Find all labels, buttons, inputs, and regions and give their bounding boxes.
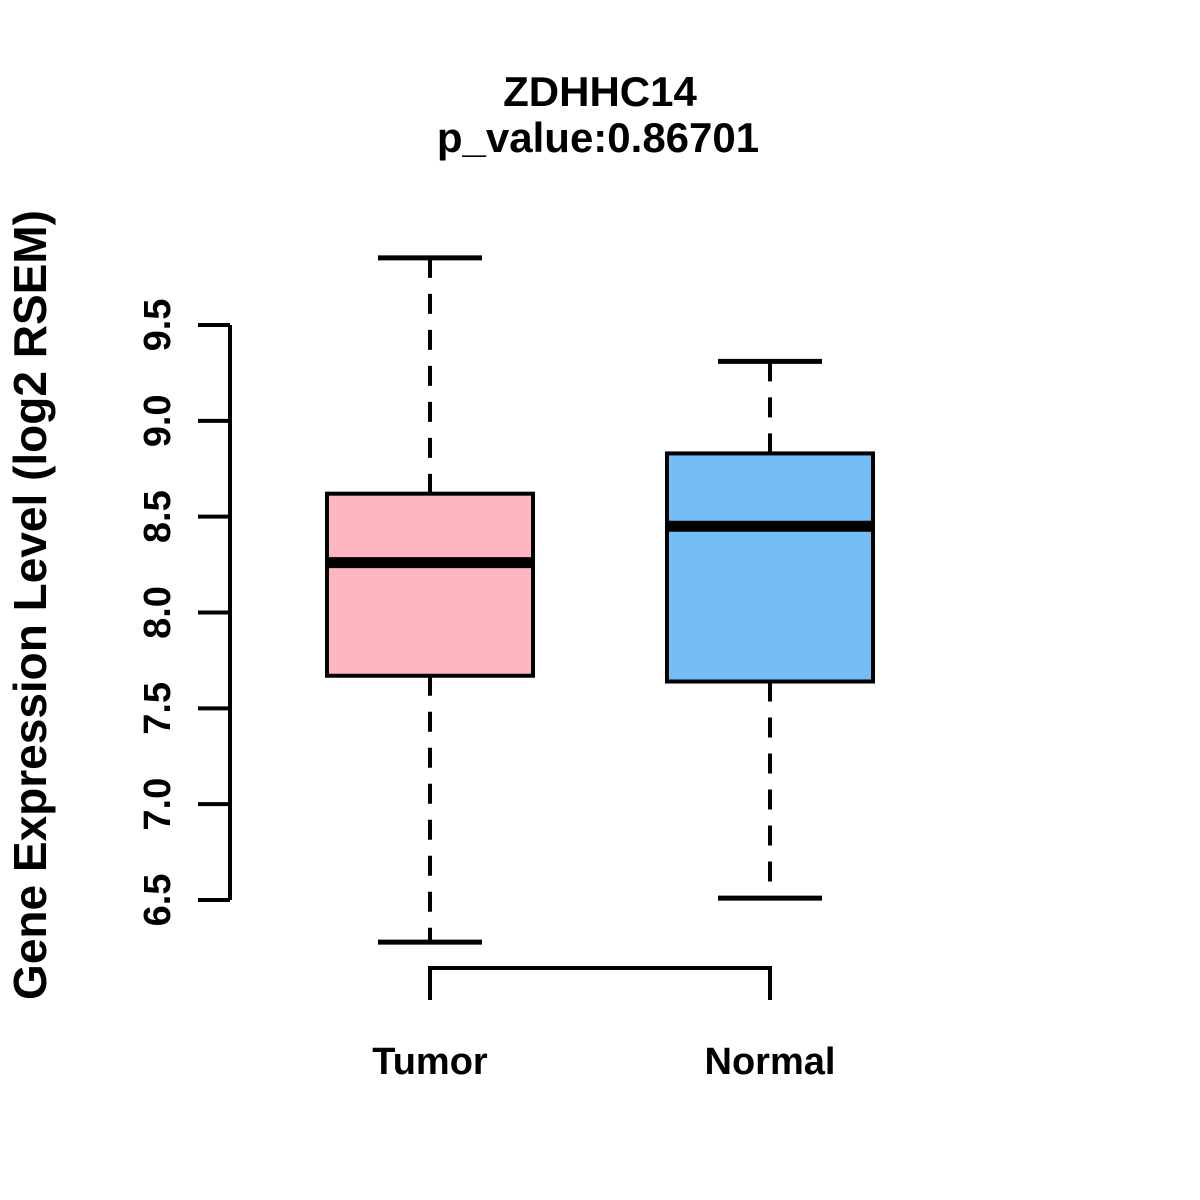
tumor-iqr-box: [325, 491, 535, 678]
normal-boxplot: [665, 358, 875, 901]
x-axis-label-normal: Normal: [705, 1041, 836, 1083]
chart-subtitle: p_value:0.86701: [437, 114, 759, 161]
y-axis-tick-label: 9.0: [137, 394, 179, 447]
y-axis-tick-label: 9.5: [137, 299, 179, 352]
x-axis-bracket-line: [428, 966, 772, 1000]
boxplot-series: [325, 255, 875, 945]
y-axis-tick-label: 8.5: [137, 490, 179, 543]
chart-title: ZDHHC14: [503, 68, 697, 115]
y-axis-tick-label: 8.0: [137, 586, 179, 639]
y-axis-label: Gene Expression Level (log2 RSEM): [4, 210, 56, 1000]
y-axis-tick-label: 6.5: [137, 874, 179, 927]
x-axis-label-tumor: Tumor: [372, 1041, 488, 1083]
normal-iqr-box: [665, 451, 875, 684]
x-axis-bracket: [428, 966, 772, 1000]
tumor-boxplot: [325, 255, 535, 945]
y-axis-tick-label: 7.0: [137, 778, 179, 831]
y-axis: 6.5 7.0 7.5 8.0 8.5 9.0 9.5: [137, 299, 232, 927]
y-axis-tick-label: 7.5: [137, 682, 179, 735]
x-axis-labels: Tumor Normal: [372, 1041, 835, 1083]
